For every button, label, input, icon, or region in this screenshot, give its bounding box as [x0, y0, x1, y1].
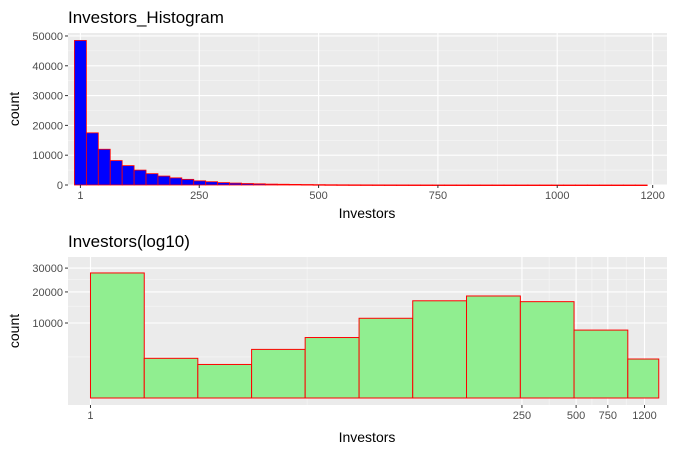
histogram-bar: [229, 182, 242, 186]
log-histogram-y-tick-label: 30000: [32, 263, 63, 275]
histogram-bar: [264, 183, 278, 186]
histogram-bar: [300, 184, 314, 186]
log-histogram-x-tick-label: 250: [513, 410, 531, 422]
log-histogram-x-tick-label: 750: [599, 410, 617, 422]
histogram-y-tick-label: 50000: [32, 31, 63, 43]
log-histogram-y-tick-label: 20000: [32, 287, 63, 299]
histogram-bar: [575, 184, 588, 186]
histogram-bar: [324, 184, 338, 186]
histogram-bars: [74, 40, 648, 186]
histogram-bar: [169, 177, 183, 186]
histogram-bar: [420, 184, 433, 186]
histogram-bar: [276, 183, 290, 186]
histogram-y-tick-label: 40000: [32, 61, 63, 73]
histogram-y-tick-label: 30000: [32, 91, 63, 103]
histogram-bar: [479, 184, 493, 186]
histogram-y-tick-label: 0: [57, 180, 63, 192]
histogram-bar: [253, 183, 266, 186]
log-histogram-title: Investors(log10): [68, 232, 190, 251]
log-histogram-x-axis-label: Investors: [339, 429, 396, 445]
log-histogram-x-tick-label: 1200: [632, 410, 656, 422]
histogram-y-tick-label: 20000: [32, 120, 63, 132]
log-histogram-bar: [251, 348, 306, 399]
histogram-y-ticks: 0 10000 20000 30000 40000 50000: [32, 31, 68, 192]
histogram-bar: [467, 184, 481, 186]
histogram-title: Investors_Histogram: [68, 8, 224, 27]
log-histogram-y-tick-label: 10000: [32, 318, 63, 330]
histogram-bar: [360, 184, 374, 186]
histogram-x-tick-label: 1200: [640, 190, 664, 202]
histogram-bar: [396, 184, 409, 186]
histogram-bar: [491, 184, 505, 186]
histogram-bar: [157, 175, 171, 186]
histogram-bar: [288, 184, 302, 186]
histogram-bar: [384, 184, 398, 186]
histogram-bar: [408, 184, 421, 186]
histogram-plot-background: [68, 33, 667, 185]
histogram-bar: [336, 184, 350, 186]
histogram-x-tick-label: 500: [309, 190, 327, 202]
histogram-bar: [97, 148, 111, 186]
histogram-x-tick-label: 750: [429, 190, 447, 202]
histogram-bar: [599, 184, 612, 186]
histogram-bar: [348, 184, 362, 186]
histogram-bar: [74, 40, 87, 186]
log-histogram-panel: Investors(log10) 10000 20000 30000 1 250 500…: [6, 232, 667, 445]
log-histogram-bar: [627, 358, 660, 399]
log-histogram-x-ticks: 1 250 500 750 1200: [87, 405, 657, 422]
histogram-panel: Investors_Histogram 0 10000 20000 30000 4000…: [6, 8, 667, 221]
log-histogram-bar: [466, 295, 521, 399]
log-histogram-bar: [197, 363, 253, 399]
histogram-bar: [217, 182, 230, 186]
histogram-bar: [539, 184, 553, 186]
histogram-bar: [85, 132, 99, 186]
log-histogram-bar: [412, 300, 468, 399]
log-histogram-bar: [143, 357, 199, 399]
histogram-bar: [443, 184, 457, 186]
histogram-bar: [109, 160, 123, 186]
histogram-bar: [372, 184, 386, 186]
log-histogram-bars: [89, 272, 660, 399]
histogram-bar: [121, 165, 135, 186]
log-histogram-bar: [573, 329, 629, 399]
histogram-bar: [181, 178, 195, 186]
histogram-x-tick-label: 1000: [545, 190, 569, 202]
histogram-bar: [622, 184, 636, 186]
histogram-bar: [503, 184, 517, 186]
histogram-bar: [205, 181, 219, 186]
histogram-bar: [563, 184, 576, 186]
histogram-x-tick-label: 1: [77, 190, 83, 202]
histogram-bar: [145, 173, 159, 186]
histogram-x-tick-label: 250: [190, 190, 208, 202]
log-histogram-x-tick-label: 1: [87, 410, 93, 422]
histogram-bar: [133, 169, 147, 186]
log-histogram-y-ticks: 10000 20000 30000: [32, 263, 68, 330]
log-histogram-bar: [358, 317, 414, 399]
histogram-bar: [527, 184, 541, 186]
histogram-x-ticks: 1 250 500 750 1000 1200: [77, 185, 665, 202]
log-histogram-y-axis-label: count: [6, 314, 22, 348]
histogram-bar: [634, 184, 648, 186]
log-histogram-bar: [304, 337, 360, 399]
log-histogram-bar: [89, 272, 145, 399]
histogram-bar: [193, 180, 207, 186]
histogram-bar: [241, 183, 254, 186]
histogram-bar: [515, 184, 529, 186]
log-histogram-x-tick-label: 500: [567, 410, 585, 422]
histogram-y-axis-label: count: [6, 92, 22, 126]
histogram-y-tick-label: 10000: [32, 150, 63, 162]
histogram-bar: [610, 184, 624, 186]
histogram-bar: [587, 184, 600, 186]
histogram-x-axis-label: Investors: [339, 205, 396, 221]
histogram-bar: [455, 184, 469, 186]
log-histogram-bar: [519, 301, 575, 399]
